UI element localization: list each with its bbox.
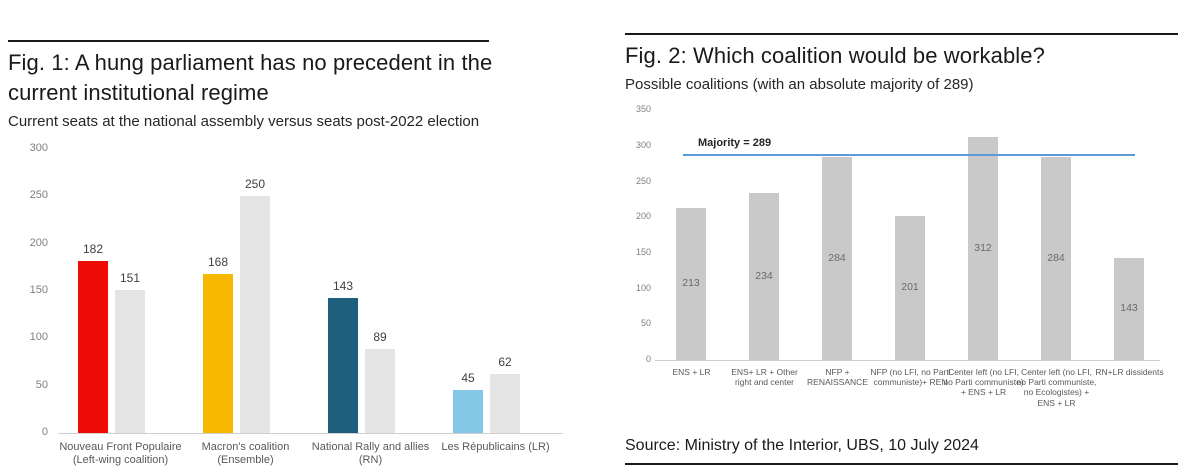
bar	[1114, 257, 1144, 360]
y-axis-tick-label: 100	[635, 282, 651, 293]
fig2-panel: Fig. 2: Which coalition would be workabl…	[625, 33, 1178, 465]
fig1-panel: Fig. 1: A hung parliament has no precede…	[8, 40, 563, 476]
category-label: Les Républicains (LR)	[441, 441, 550, 453]
bar	[895, 216, 925, 360]
x-axis-line	[58, 433, 563, 434]
category-label: Nouveau Front Populaire (Left-wing coali…	[59, 441, 182, 467]
category-label: National Rally and allies (RN)	[311, 441, 430, 467]
bar	[240, 196, 270, 433]
y-axis-tick-label: 200	[29, 236, 48, 249]
bar	[328, 297, 358, 433]
bar-value-label: 182	[82, 241, 104, 256]
y-axis-tick-label: 0	[645, 354, 651, 365]
bar-value-label: 143	[332, 278, 354, 293]
category-label: Macron's coalition (Ensemble)	[201, 441, 290, 467]
bar	[78, 260, 108, 433]
y-axis-tick-label: 100	[29, 331, 48, 344]
bar	[676, 207, 706, 360]
fig2-title: Fig. 2: Which coalition would be workabl…	[625, 43, 1045, 68]
category-label: ENS + LR	[672, 367, 711, 377]
category-label: NFP (no LFI, no Parti communiste)+ REN	[870, 367, 951, 388]
majority-line	[683, 153, 1135, 156]
bar	[822, 157, 852, 360]
bar-value-label: 151	[119, 271, 141, 286]
y-axis-tick-label: 300	[635, 139, 651, 150]
category-label: NFP + RENAISSANCE	[807, 367, 868, 388]
bar	[203, 273, 233, 433]
fig1-subtitle: Current seats at the national assembly v…	[8, 113, 480, 130]
bar-value-label: 312	[974, 241, 992, 254]
bar	[453, 390, 483, 433]
y-axis-tick-label: 200	[635, 211, 651, 222]
fig2-top-rule	[625, 33, 1178, 35]
y-axis-tick-label: 250	[635, 175, 651, 186]
bar	[1041, 157, 1071, 360]
bar-value-label: 143	[1120, 302, 1138, 315]
fig1-bar-chart: 0 50 100 150 200 250 300 182 168 143 45 151 250 89 62 N…	[8, 141, 563, 476]
category-label: Center left (no LFI, no Parti communiste…	[943, 367, 1024, 398]
y-axis-tick-label: 350	[635, 104, 651, 115]
y-axis-tick-label: 300	[29, 141, 48, 154]
fig1-top-rule	[8, 40, 489, 42]
y-axis-tick-label: 250	[29, 189, 48, 202]
bar-value-label: 89	[373, 329, 387, 344]
bar-value-label: 213	[682, 277, 700, 290]
bar	[968, 137, 998, 360]
fig1-title: Fig. 1: A hung parliament has no precede…	[8, 50, 493, 105]
bottom-rule	[625, 463, 1178, 465]
bar-value-label: 62	[498, 355, 512, 370]
bar	[749, 192, 779, 360]
bar-value-label: 45	[461, 371, 475, 386]
bar-value-label: 234	[755, 269, 773, 282]
category-label: Center left (no LFI, no Parti communiste…	[1016, 367, 1097, 408]
bar-value-label: 201	[901, 281, 919, 294]
bar	[365, 348, 395, 433]
majority-line-label: Majority = 289	[698, 136, 772, 149]
source-text: Source: Ministry of the Interior, UBS, 1…	[625, 437, 979, 454]
y-axis-tick-label: 0	[41, 425, 48, 438]
bar-value-label: 284	[1047, 251, 1065, 264]
fig2-bar-chart: 0 50 100 150 200 250 300 350 213 234 284 201 312 284 1…	[625, 102, 1178, 422]
fig2-subtitle: Possible coalitions (with an absolute ma…	[625, 76, 974, 93]
y-axis-tick-label: 150	[29, 283, 48, 296]
y-axis-tick-label: 50	[35, 378, 48, 391]
y-axis-tick-label: 150	[635, 247, 651, 257]
category-label: ENS+ LR + Other right and center	[731, 367, 798, 388]
bar-value-label: 284	[828, 251, 846, 264]
y-axis-tick-label: 50	[640, 318, 651, 329]
bar	[490, 374, 520, 433]
bar	[115, 290, 145, 433]
x-axis-line	[655, 360, 1160, 361]
bar-value-label: 250	[244, 177, 266, 192]
bar-value-label: 168	[207, 254, 229, 269]
category-label: RN+LR dissidents	[1095, 367, 1164, 377]
